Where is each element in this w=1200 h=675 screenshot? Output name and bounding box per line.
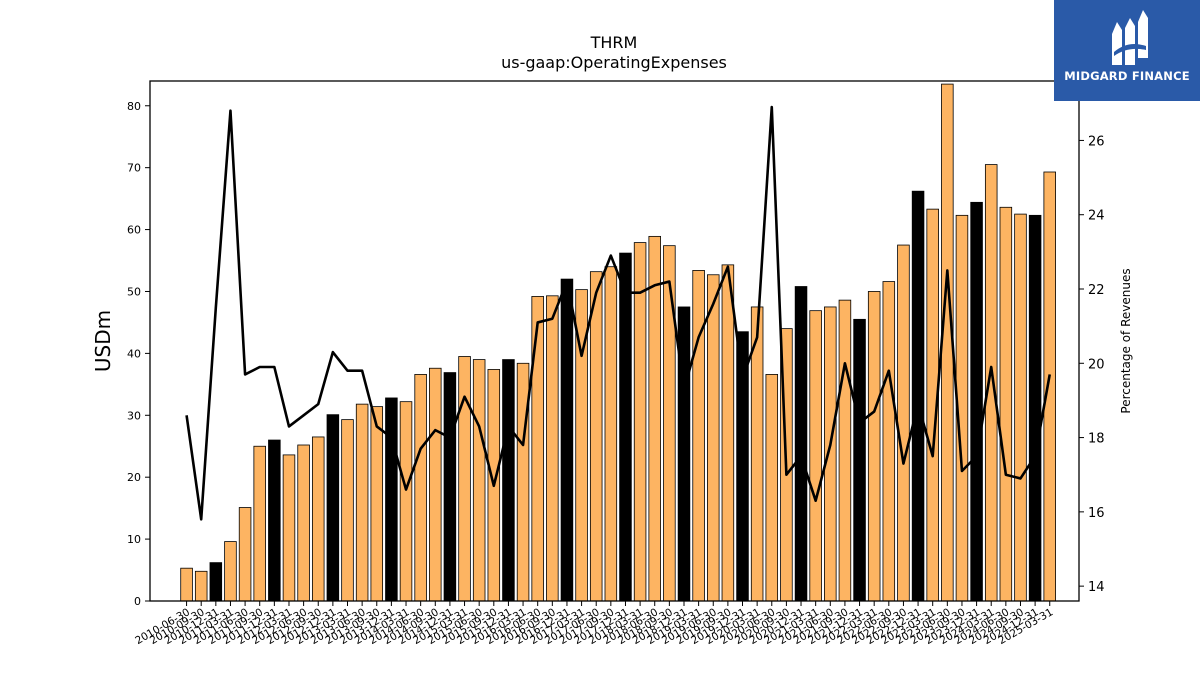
bar — [838, 299, 852, 602]
bar — [589, 271, 603, 602]
bar — [429, 367, 442, 602]
y-tick-label: 40 — [127, 347, 141, 360]
bar — [370, 406, 384, 602]
bar — [897, 244, 910, 602]
y-tick-label: 30 — [127, 409, 141, 422]
bar — [194, 570, 208, 602]
chart-subtitle: us-gaap:OperatingExpenses — [501, 53, 727, 72]
bar — [399, 401, 413, 602]
percentage-line — [185, 105, 1052, 521]
midgard-logo-icon — [1112, 10, 1148, 65]
y2-tick-label: 14 — [1088, 580, 1105, 595]
bar — [560, 278, 574, 602]
bar — [516, 362, 530, 602]
bar — [604, 266, 618, 602]
bar — [853, 318, 866, 602]
y-tick-label: 20 — [127, 471, 141, 484]
bar — [414, 374, 427, 602]
line-group — [185, 105, 1052, 521]
bar — [341, 419, 354, 602]
bar — [721, 264, 735, 602]
bar — [867, 291, 881, 602]
y2-tick-label: 20 — [1088, 357, 1105, 372]
bar — [1043, 171, 1056, 602]
bar — [297, 444, 310, 602]
y-tick-label: 50 — [127, 285, 141, 298]
y-tick-label: 10 — [127, 533, 141, 546]
axes-group: 01020304050607080141618202224262010-06-3… — [127, 80, 1105, 647]
y2-tick-label: 24 — [1088, 209, 1105, 224]
bar — [355, 403, 369, 602]
bar — [794, 286, 808, 602]
chart-title: THRM — [590, 33, 638, 52]
bar — [1028, 214, 1042, 602]
y-axis-label: USDm — [91, 310, 115, 372]
bar — [253, 445, 266, 602]
bar — [882, 281, 896, 602]
bar — [180, 567, 193, 602]
bar — [238, 507, 252, 602]
bar — [311, 436, 325, 602]
bar — [268, 439, 281, 602]
bar — [809, 310, 822, 602]
bars-group — [180, 83, 1056, 602]
bar — [502, 359, 515, 602]
bar — [663, 245, 676, 602]
bar — [619, 252, 632, 602]
bar — [633, 242, 647, 602]
bar — [385, 397, 398, 602]
y-tick-label: 70 — [127, 162, 141, 175]
bar — [692, 270, 705, 602]
bar — [1014, 213, 1027, 602]
y2-tick-label: 26 — [1088, 134, 1105, 149]
plot-frame — [149, 80, 1080, 602]
y-tick-label: 80 — [127, 100, 141, 113]
bar — [707, 274, 720, 602]
midgard-finance-logo: MIDGARD FINANCE — [1054, 0, 1200, 101]
bar — [472, 359, 486, 602]
bar — [458, 356, 471, 602]
bar — [531, 296, 544, 602]
bar — [282, 454, 296, 602]
bar — [765, 374, 779, 602]
bar — [546, 295, 559, 602]
bar — [326, 414, 340, 602]
bar — [824, 306, 837, 602]
y2-tick-label: 16 — [1088, 506, 1105, 521]
bar — [970, 201, 983, 602]
y2-axis-label: Percentage of Revenues — [1119, 268, 1133, 413]
bar — [209, 562, 223, 602]
bar — [984, 164, 998, 602]
bar — [911, 190, 925, 602]
bar — [224, 541, 237, 602]
bar — [648, 235, 661, 602]
y2-tick-label: 18 — [1088, 432, 1105, 447]
y-tick-label: 0 — [134, 595, 141, 608]
y2-tick-label: 22 — [1088, 283, 1105, 298]
y-tick-label: 60 — [127, 224, 141, 237]
bar — [999, 206, 1013, 602]
bar — [443, 372, 457, 602]
logo-text: MIDGARD FINANCE — [1064, 69, 1190, 83]
